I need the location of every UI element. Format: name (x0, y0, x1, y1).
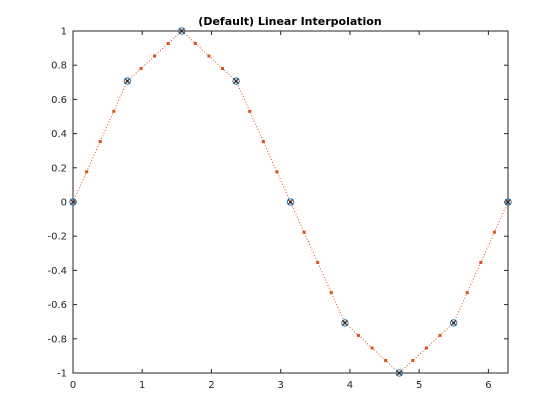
y-tick-label: 0.8 (51, 61, 67, 72)
sample-point (178, 27, 186, 35)
interpolated-point (492, 230, 496, 234)
sample-point (504, 198, 512, 206)
interpolated-point (465, 291, 469, 295)
interpolated-point (207, 54, 211, 58)
x-tick-label: 0 (70, 380, 76, 391)
x-tick-label: 6 (485, 380, 491, 391)
interpolated-point (356, 333, 360, 337)
interpolated-point (166, 42, 170, 46)
x-tick-label: 5 (416, 380, 422, 391)
x-tick-label: 4 (347, 380, 353, 391)
interpolated-point (438, 333, 442, 337)
interpolated-point (248, 109, 252, 113)
interpolated-point (261, 140, 265, 144)
y-tick-label: 0.2 (51, 163, 67, 174)
y-tick-label: -0.6 (47, 300, 67, 311)
y-tick-label: 1 (61, 27, 67, 38)
sample-point (123, 77, 132, 85)
interpolated-point (85, 170, 89, 174)
y-tick-label: -1 (57, 369, 67, 380)
x-tick-label: 2 (208, 380, 214, 391)
interpolated-point (302, 230, 306, 234)
interpolated-point (139, 67, 143, 71)
sample-point (286, 198, 295, 206)
x-tick-label: 3 (278, 380, 284, 391)
x-axis: 0 1 2 3 4 5 6 (70, 31, 492, 391)
interpolated-point (316, 260, 320, 264)
interpolated-point (329, 291, 333, 295)
interpolated-point (153, 54, 157, 58)
y-tick-label: -0.2 (47, 232, 67, 243)
y-tick-label: -0.8 (47, 334, 67, 345)
interpolated-point (193, 42, 197, 46)
interpolated-point (479, 260, 483, 264)
interpolated-point (98, 140, 102, 144)
y-tick-label: 0.4 (51, 129, 67, 140)
sample-point (232, 77, 240, 85)
x-tick-label: 1 (139, 380, 145, 391)
y-axis: 1 0.8 0.6 0.4 0.2 0 -0.2 -0.4 -0.6 -0.8 -1 (47, 27, 508, 380)
interpolated-point (424, 346, 428, 350)
interpolated-point (275, 170, 279, 174)
interpolated-point (221, 67, 225, 71)
sample-point (69, 198, 77, 206)
interpolated-point (370, 346, 374, 350)
y-tick-label: -0.4 (47, 266, 67, 277)
series-layer (69, 27, 512, 377)
y-tick-label: 0.6 (51, 95, 67, 106)
chart-title: (Default) Linear Interpolation (198, 15, 381, 28)
interpolated-point (411, 358, 415, 362)
sample-point (449, 319, 458, 327)
sample-point (395, 369, 403, 377)
y-tick-label: 0 (61, 198, 67, 209)
interpolated-point (384, 358, 388, 362)
sample-point (341, 319, 349, 327)
interpolated-point (112, 109, 116, 113)
